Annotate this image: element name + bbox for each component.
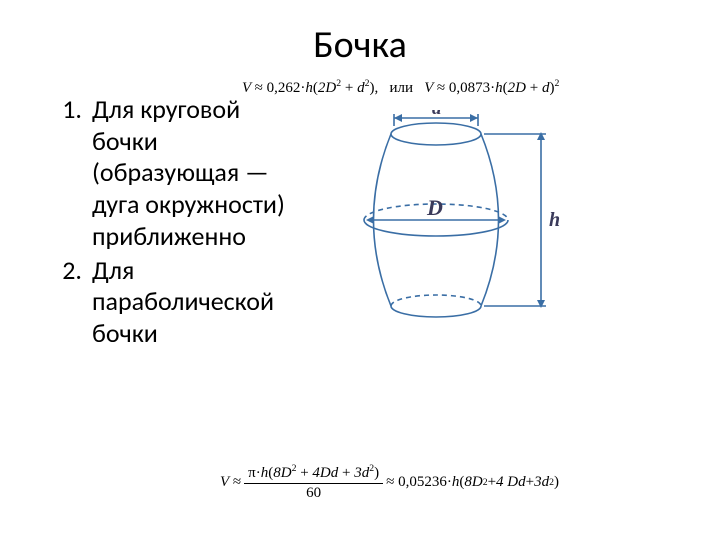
f2-sup1: 2 <box>292 463 297 474</box>
dim-D-arrow-l <box>366 216 374 224</box>
f1-sup3: 2 <box>554 78 559 89</box>
f2-close1: ) <box>374 465 379 481</box>
f2-3d2: 3d <box>354 465 369 481</box>
content-area: 1. Для круговой бочки (образующая — дуга… <box>0 76 720 350</box>
page-title: Бочка <box>0 0 720 76</box>
f1-v: V <box>242 80 251 96</box>
f2-8d2: 8D <box>273 465 291 481</box>
f1-approx2: ≈ <box>437 80 445 96</box>
f2-close2: ) <box>554 474 559 491</box>
dim-D-arrow-r <box>498 216 506 224</box>
f1-c2: 0,0873 <box>449 80 490 96</box>
f2-approx1: ≈ <box>233 474 241 491</box>
f1-plus1: + <box>345 80 353 96</box>
f2-c: 0,05236 <box>398 474 447 491</box>
f1-sup1: 2 <box>336 78 341 89</box>
f2-approx2: ≈ <box>386 474 394 491</box>
list-num-1: 1. <box>62 94 92 253</box>
dim-d-arrow-r <box>470 114 478 122</box>
list-text-1: Для круговой бочки (образующая — дуга ок… <box>92 94 292 253</box>
f1-2d: 2D <box>508 80 526 96</box>
f2-4dd: 4Dd <box>312 465 338 481</box>
list-text-2: Для параболической бочки <box>92 255 292 350</box>
f1-c1: 0,262 <box>267 80 301 96</box>
f1-v2: V <box>424 80 433 96</box>
barrel-mid-front <box>364 220 508 236</box>
f2-v: V <box>220 474 229 491</box>
f1-approx1: ≈ <box>255 80 263 96</box>
barrel-top-ellipse <box>391 123 481 145</box>
dim-d-arrow-l <box>394 114 402 122</box>
f2-fraction: π·h(8D2 + 4Dd + 3d2) 60 <box>244 463 383 502</box>
barrel-bottom-front <box>391 306 481 317</box>
f1-comma: , <box>374 80 378 96</box>
f2-plus3: + <box>488 474 496 491</box>
f1-or: или <box>389 80 413 96</box>
f2-plus2: + <box>342 465 350 481</box>
f1-h2: h <box>495 80 503 96</box>
f1-2d2: 2D <box>318 80 336 96</box>
f1-h1: h <box>305 80 313 96</box>
f2-8d2b: 8D <box>464 474 482 491</box>
label-d: d <box>432 110 442 119</box>
formula-parabolic: V ≈ π·h(8D2 + 4Dd + 3d2) 60 ≈ 0,05236·h(… <box>220 463 559 502</box>
label-D: D <box>426 195 443 220</box>
f1-plus2: + <box>530 80 538 96</box>
f2-plus1: + <box>300 465 308 481</box>
barrel-bottom-back <box>391 295 481 306</box>
label-h: h <box>549 209 560 231</box>
dim-h-arrow-t <box>537 132 545 140</box>
f2-3d2b: 3d <box>534 474 549 491</box>
list-num-2: 2. <box>62 255 92 350</box>
f2-h2: h <box>452 474 460 491</box>
f2-4ddb: 4 Dd <box>496 474 526 491</box>
f2-den: 60 <box>306 484 321 502</box>
f1-d1: d <box>357 80 365 96</box>
formula-circular: V ≈ 0,262·h(2D2 + d2), или V ≈ 0,0873·h(… <box>242 78 559 97</box>
f2-plus4: + <box>526 474 534 491</box>
barrel-diagram: d D h <box>346 110 576 335</box>
f2-pi: π <box>248 465 256 481</box>
